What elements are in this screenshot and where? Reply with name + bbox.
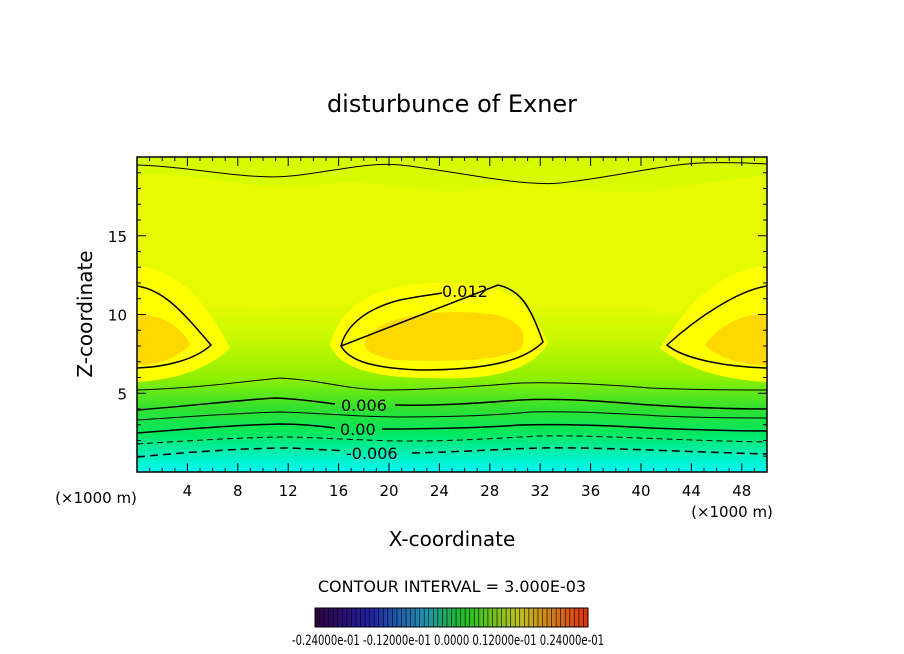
colorbar-tick-labels: -0.24000e-01 -0.12000e-01 0.0000 0.12000… [292, 633, 604, 649]
contour-lines [137, 162, 767, 458]
y-tick-label: 10 [108, 307, 127, 325]
contour-label-neg-0.006: -0.006 [346, 444, 398, 463]
x-tick-label: 48 [732, 482, 751, 500]
contour-label-0.012: 0.012 [442, 282, 488, 301]
contour-label-0.006: 0.006 [341, 396, 387, 415]
y-tick-label: 5 [117, 385, 127, 403]
colorbar-ticks [319, 608, 584, 627]
contour-field [137, 157, 767, 472]
contour-labels: 0.012 0.006 0.00 -0.006 [340, 282, 488, 463]
contour-0.012-right [665, 285, 767, 369]
contour-label-0.00: 0.00 [340, 420, 376, 439]
x-tick-label: 20 [379, 482, 398, 500]
x-tick-label: 28 [480, 482, 499, 500]
contour-0.012-center [339, 284, 544, 371]
x-axis: 4 8 12 16 20 24 28 32 36 40 44 48 [149, 157, 755, 500]
contour-0.00 [137, 423, 767, 434]
x-tick-label: 32 [531, 482, 550, 500]
x-tick-label: 36 [581, 482, 600, 500]
x-tick-label: 44 [682, 482, 701, 500]
contour-neg-0.003 [137, 435, 767, 445]
y-axis-label: Z-coordinate [73, 250, 97, 377]
fill-max-right-core [705, 314, 767, 365]
chart-title: disturbunce of Exner [327, 90, 577, 118]
contour-0.012-left [137, 285, 213, 369]
fill-band-upper [137, 174, 767, 315]
contour-neg-0.006 [137, 447, 767, 458]
contour-0.009 [137, 377, 767, 391]
contour-interval-label: CONTOUR INTERVAL = 3.000E-03 [318, 577, 586, 596]
colorbar: -0.24000e-01 -0.12000e-01 0.0000 0.12000… [292, 607, 604, 649]
x-tick-label: 40 [631, 482, 650, 500]
x-unit-label: (×1000 m) [691, 503, 773, 521]
x-tick-label: 24 [430, 482, 449, 500]
x-tick-label: 4 [183, 482, 193, 500]
contour-upper [137, 162, 767, 185]
x-tick-label: 8 [233, 482, 243, 500]
contour-0.003 [137, 411, 767, 421]
y-axis: 5 10 15 [108, 172, 767, 457]
contour-0.006 [137, 397, 767, 411]
fill-max-left-core [137, 314, 190, 365]
x-axis-label: X-coordinate [389, 527, 516, 551]
x-tick-label: 16 [329, 482, 348, 500]
y-unit-label: (×1000 m) [55, 489, 137, 507]
x-tick-label: 12 [279, 482, 298, 500]
fill-max-center-core [364, 311, 524, 361]
y-tick-label: 15 [108, 228, 127, 246]
